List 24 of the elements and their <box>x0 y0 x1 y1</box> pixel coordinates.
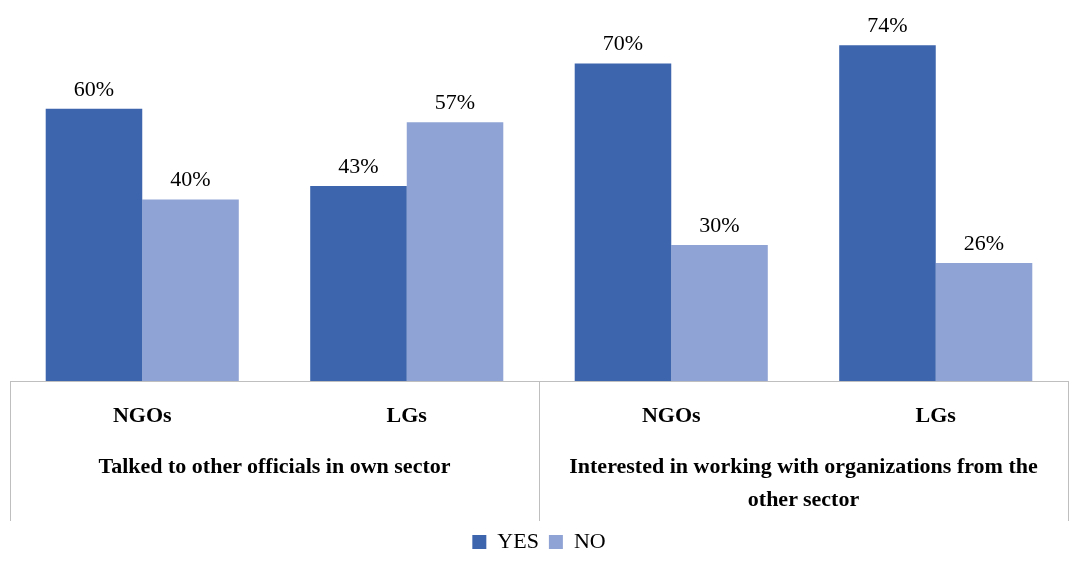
bar <box>839 45 936 381</box>
x-tick-label: LGs <box>915 401 957 427</box>
text: Interested in working with organizations from the other sector <box>569 452 1038 511</box>
legend-label: NO <box>573 527 606 553</box>
data-label: 74% <box>867 12 908 38</box>
bar <box>45 108 143 381</box>
x-tick-label: NGOs <box>112 401 173 427</box>
x-tick-label: LGs <box>386 401 428 427</box>
data-label: 60% <box>73 75 115 101</box>
x-tick-label: NGOs <box>641 401 702 427</box>
bar <box>671 244 768 381</box>
text: Talked to other officials in own sector <box>98 452 451 478</box>
legend-label: YES <box>497 527 539 553</box>
data-label: 57% <box>434 89 476 115</box>
data-label: 26% <box>963 229 1005 255</box>
data-label: 40% <box>170 166 211 192</box>
bar <box>574 63 672 381</box>
bar <box>935 263 1033 381</box>
bar <box>310 185 407 381</box>
data-label: 70% <box>602 30 644 56</box>
data-label: 30% <box>699 211 740 237</box>
bar <box>142 199 239 381</box>
data-label: 43% <box>338 152 379 178</box>
bar <box>406 122 504 381</box>
